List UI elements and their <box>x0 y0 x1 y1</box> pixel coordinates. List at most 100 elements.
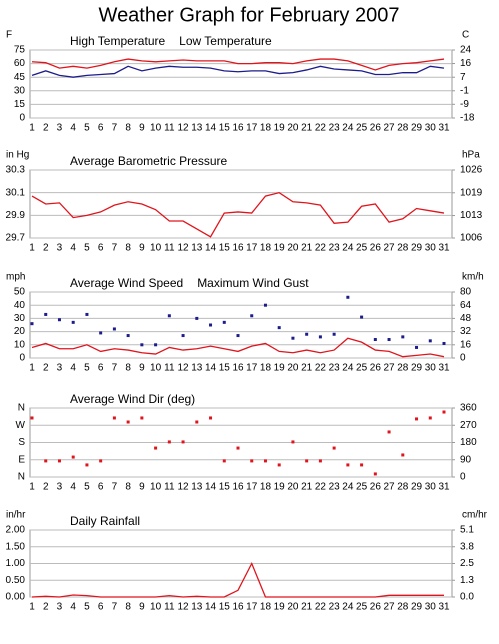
x-tick-label: 8 <box>125 123 131 134</box>
y2-tick-label: 2.5 <box>460 558 474 569</box>
y2-tick-label: 90 <box>460 454 472 465</box>
x-tick-label: 15 <box>219 482 231 493</box>
data-point <box>85 463 89 467</box>
x-tick-label: 23 <box>329 243 341 254</box>
y-tick-label: 30 <box>14 313 26 324</box>
y2-tick-label: -18 <box>460 113 475 124</box>
x-tick-label: 4 <box>70 243 76 254</box>
x-tick-label: 28 <box>397 602 409 613</box>
x-tick-label: 31 <box>438 482 450 493</box>
x-tick-label: 27 <box>384 123 396 134</box>
data-point <box>71 320 75 324</box>
y2-tick-label: 80 <box>460 287 472 298</box>
data-line <box>31 191 445 238</box>
x-tick-label: 29 <box>411 243 423 254</box>
x-tick-label: 7 <box>112 602 118 613</box>
x-tick-label: 11 <box>164 243 175 254</box>
x-tick-label: 5 <box>84 243 90 254</box>
x-tick-label: 9 <box>139 363 145 374</box>
data-point <box>401 335 405 339</box>
x-tick-label: 21 <box>301 482 313 493</box>
x-tick-label: 1 <box>29 602 35 613</box>
data-point <box>442 410 446 414</box>
y2-tick-label: 0 <box>460 353 466 364</box>
y2-tick-label: -9 <box>460 99 469 110</box>
data-point <box>318 459 322 463</box>
y-tick-label: 40 <box>14 300 26 311</box>
data-point <box>85 312 89 316</box>
x-tick-label: 6 <box>98 243 104 254</box>
x-tick-label: 2 <box>43 243 49 254</box>
y2-axis-label: km/h <box>462 272 484 283</box>
x-tick-label: 29 <box>411 123 423 134</box>
data-point <box>263 303 267 307</box>
x-tick-label: 17 <box>246 363 258 374</box>
x-tick-label: 6 <box>98 123 104 134</box>
data-point <box>30 322 34 326</box>
y-tick-label: 30 <box>14 85 26 96</box>
data-point <box>112 416 116 420</box>
y2-tick-label: 48 <box>460 313 472 324</box>
x-tick-label: 26 <box>370 363 382 374</box>
x-tick-label: 20 <box>287 243 299 254</box>
legend-label: High Temperature <box>70 34 165 48</box>
x-tick-label: 12 <box>178 123 190 134</box>
data-point <box>140 416 144 420</box>
x-tick-label: 7 <box>112 363 118 374</box>
x-tick-label: 8 <box>125 243 131 254</box>
data-point <box>57 318 61 322</box>
y2-tick-label: 64 <box>460 300 472 311</box>
x-tick-label: 21 <box>301 243 313 254</box>
x-tick-label: 20 <box>287 602 299 613</box>
plot-area <box>29 169 453 239</box>
x-tick-label: 6 <box>98 482 104 493</box>
x-tick-label: 22 <box>315 243 327 254</box>
y2-tick-label: 16 <box>460 339 472 350</box>
data-point <box>250 314 254 318</box>
data-point <box>360 315 364 319</box>
x-tick-label: 9 <box>139 602 145 613</box>
x-tick-label: 27 <box>384 363 396 374</box>
data-line <box>31 337 445 358</box>
x-tick-label: 17 <box>246 602 258 613</box>
data-point <box>209 416 213 420</box>
x-tick-label: 10 <box>150 482 162 493</box>
x-tick-label: 20 <box>287 123 299 134</box>
x-tick-label: 2 <box>43 123 49 134</box>
x-tick-label: 4 <box>70 123 76 134</box>
x-tick-label: 14 <box>205 243 217 254</box>
x-tick-label: 8 <box>125 363 131 374</box>
data-point <box>360 463 364 467</box>
x-tick-label: 23 <box>329 602 341 613</box>
y2-tick-label: 360 <box>460 403 477 414</box>
y2-tick-label: 270 <box>460 420 477 431</box>
data-point <box>154 446 158 450</box>
x-tick-label: 22 <box>315 602 327 613</box>
y-tick-label: 60 <box>14 58 26 69</box>
y2-tick-label: 7 <box>460 72 466 83</box>
x-tick-label: 10 <box>150 363 162 374</box>
x-tick-label: 7 <box>112 123 118 134</box>
x-tick-label: 13 <box>191 602 203 613</box>
x-tick-label: 5 <box>84 123 90 134</box>
x-tick-label: 9 <box>139 123 145 134</box>
data-point <box>305 459 309 463</box>
data-point <box>99 331 103 335</box>
data-point <box>222 459 226 463</box>
x-tick-label: 28 <box>397 243 409 254</box>
data-point <box>71 455 75 459</box>
data-point <box>415 417 419 421</box>
x-tick-label: 30 <box>425 602 437 613</box>
x-tick-label: 25 <box>356 482 368 493</box>
y2-tick-label: 1006 <box>460 233 483 244</box>
x-tick-label: 8 <box>125 602 131 613</box>
x-tick-label: 2 <box>43 482 49 493</box>
x-tick-label: 2 <box>43 602 49 613</box>
y-tick-label: 30.1 <box>6 187 26 198</box>
page-title: Weather Graph for February 2007 <box>99 4 400 26</box>
x-tick-label: 1 <box>29 363 35 374</box>
y2-tick-label: 5.1 <box>460 525 474 536</box>
y2-tick-label: 180 <box>460 437 477 448</box>
y-tick-label: 29.9 <box>6 210 26 221</box>
x-tick-label: 13 <box>191 123 203 134</box>
